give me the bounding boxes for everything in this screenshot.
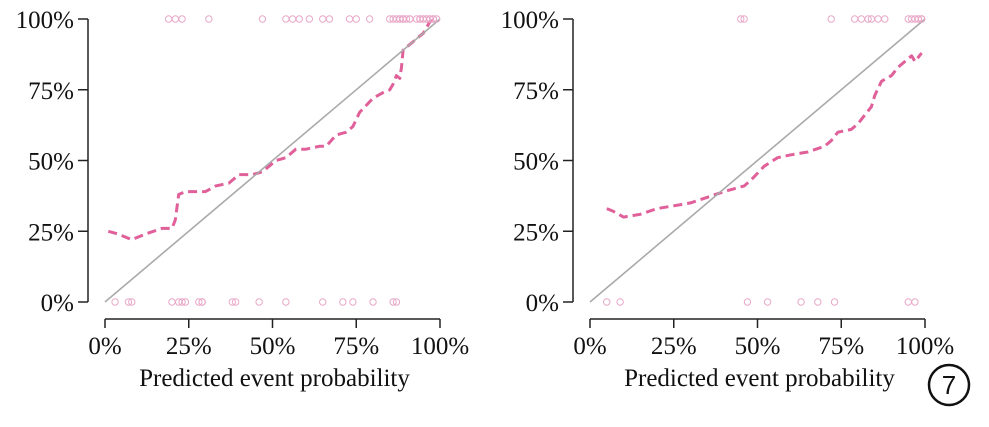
y-tick-label: 25%: [513, 219, 559, 246]
y-tick-label: 100%: [501, 7, 559, 34]
x-tick-label: 0%: [88, 333, 121, 360]
badge-circle: [927, 363, 971, 407]
rug-point-top: [325, 15, 334, 23]
x-tick-label: 0%: [573, 333, 606, 360]
rug-point-bottom: [911, 298, 919, 306]
rug-point-top: [164, 15, 173, 23]
figure-badge: 7: [927, 363, 971, 407]
rug-point-top: [171, 15, 180, 23]
rug-point-top: [864, 15, 872, 23]
rug-point-top: [914, 15, 922, 23]
rug-point-top: [305, 15, 314, 23]
rug-point-top: [352, 15, 360, 23]
rug-point-top: [345, 15, 354, 23]
rug-point-top: [178, 15, 186, 23]
rug-point-bottom: [389, 298, 397, 306]
badge-number: 7: [942, 370, 956, 400]
rug-point-bottom: [904, 298, 912, 306]
rug-point-bottom: [392, 298, 401, 306]
rug-point-bottom: [743, 298, 752, 306]
rug-point-bottom: [181, 298, 190, 306]
y-tick-label: 25%: [28, 219, 74, 246]
rug-point-top: [429, 15, 437, 23]
rug-point-bottom: [168, 298, 176, 306]
rug-point-top: [874, 15, 882, 23]
rug-point-top: [827, 15, 835, 23]
y-tick-label: 50%: [513, 149, 559, 176]
rug-point-bottom: [339, 298, 347, 306]
x-tick-label: 25%: [651, 333, 697, 360]
rug-point-bottom: [255, 298, 263, 306]
x-tick-label: 50%: [735, 333, 781, 360]
rug-point-top: [857, 15, 866, 23]
rug-point-bottom: [319, 298, 327, 306]
rug-point-top: [288, 15, 297, 23]
calibration-curve: [606, 52, 923, 219]
x-tick-label: 100%: [896, 333, 954, 360]
rug-point-top: [319, 15, 327, 23]
ideal-diagonal-line: [589, 18, 926, 303]
rug-point-top: [432, 15, 441, 23]
calibration-curve: [107, 17, 438, 242]
calibration-panel-left: 0%25%50%75%100%0% 25% 50% 75% 100%Predicted …: [16, 7, 469, 392]
rug-point-top: [258, 15, 267, 23]
rug-point-top: [282, 15, 290, 23]
rug-point-bottom: [763, 298, 772, 306]
rug-point-bottom: [111, 298, 119, 306]
calibration-panel-right: 0%25%50%75%100%0% 25% 50% 75% 100%Predicted …: [501, 7, 954, 392]
rug-point-top: [850, 15, 859, 23]
rug-point-bottom: [349, 298, 357, 306]
ideal-diagonal-line: [104, 18, 441, 303]
y-tick-label: 0%: [526, 290, 559, 317]
rug-point-bottom: [616, 298, 624, 306]
y-tick-label: 100%: [16, 7, 74, 34]
x-tick-label: 75%: [333, 333, 379, 360]
rug-point-bottom: [124, 298, 133, 306]
rug-point-top: [917, 15, 926, 23]
rug-point-bottom: [195, 298, 203, 306]
rug-point-bottom: [231, 298, 240, 306]
y-tick-label: 0%: [41, 290, 74, 317]
rug-point-bottom: [128, 298, 136, 306]
rug-point-bottom: [797, 298, 805, 306]
y-tick-label: 75%: [28, 78, 74, 105]
rug-point-bottom: [228, 298, 237, 306]
rug-point-bottom: [198, 298, 206, 306]
rug-point-bottom: [369, 298, 377, 306]
x-tick-label: 50%: [250, 333, 296, 360]
rug-point-top: [740, 15, 748, 23]
rug-point-bottom: [178, 298, 186, 306]
x-tick-label: 75%: [818, 333, 864, 360]
y-tick-label: 50%: [28, 149, 74, 176]
rug-point-top: [205, 15, 213, 23]
x-axis-title: Predicted event probability: [139, 365, 410, 392]
rug-point-top: [365, 15, 374, 23]
y-tick-label: 75%: [513, 78, 559, 105]
rug-point-bottom: [830, 298, 839, 306]
rug-point-top: [402, 15, 411, 23]
x-axis-title: Predicted event probability: [624, 365, 895, 392]
rug-point-bottom: [282, 298, 290, 306]
rug-point-bottom: [603, 298, 611, 306]
rug-point-top: [881, 15, 889, 23]
x-tick-label: 25%: [166, 333, 212, 360]
rug-point-top: [295, 15, 303, 23]
rug-point-top: [737, 15, 745, 23]
x-tick-label: 100%: [411, 333, 469, 360]
rug-point-bottom: [814, 298, 822, 306]
